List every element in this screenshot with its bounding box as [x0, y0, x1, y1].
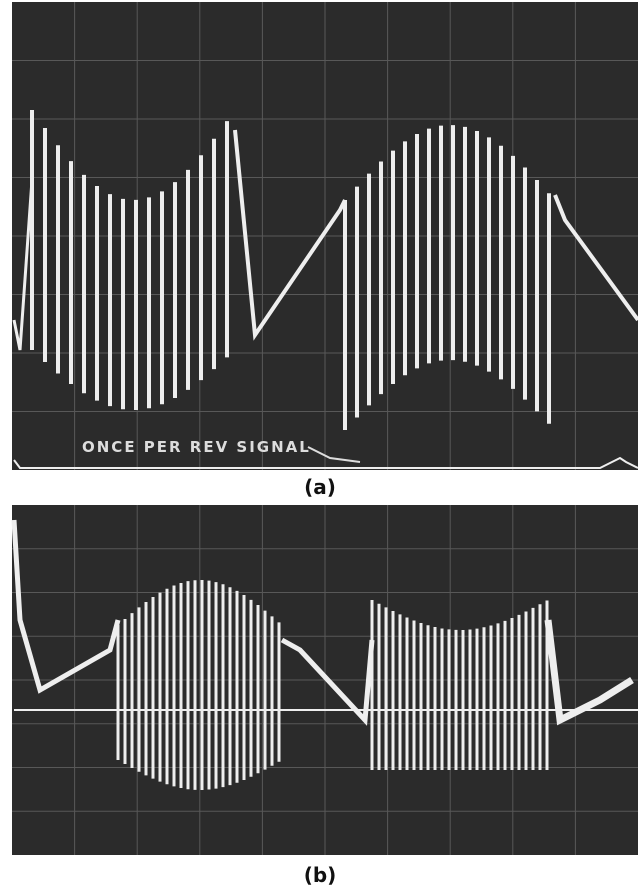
trace-line [553, 194, 638, 322]
annotation: ONCE PER REV SIGNAL [82, 438, 311, 456]
trace-line [12, 179, 34, 351]
trace-line [11, 519, 121, 694]
trace-line [13, 456, 638, 469]
trace-line [280, 637, 375, 726]
caption-a: (a) [304, 475, 336, 499]
traces [11, 110, 638, 790]
caption-b: (b) [304, 863, 337, 887]
annotation-arrow [307, 446, 361, 463]
trace-line [233, 129, 347, 341]
